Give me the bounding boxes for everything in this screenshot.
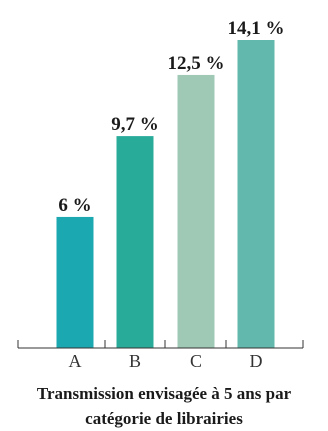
bar-a <box>56 216 94 348</box>
category-labels-group: A B C D <box>69 351 263 371</box>
category-label-a: A <box>69 351 82 371</box>
value-labels-group: 6 % 9,7 % 12,5 %14,1 % <box>58 18 284 216</box>
category-label-c: C <box>190 351 202 371</box>
x-ticks-group <box>17 340 304 348</box>
bars-group <box>56 40 275 349</box>
bar-c <box>177 74 215 349</box>
bar-b <box>116 136 154 348</box>
value-label-c: 12,5 % <box>168 53 225 74</box>
chart-caption-line-1: Transmission envisagée à 5 ans par <box>36 384 292 403</box>
bar-d <box>237 40 275 348</box>
category-label-d: D <box>250 351 263 371</box>
value-label-d: 14,1 % <box>228 18 285 39</box>
bar-chart: 6 % 9,7 % 12,5 %14,1 % A B C D <box>17 18 304 371</box>
value-label-b: 9,7 % <box>111 114 159 135</box>
chart-caption-line-2: catégorie de librairies <box>85 409 243 428</box>
category-label-b: B <box>129 351 141 371</box>
value-label-a: 6 % <box>58 195 91 216</box>
